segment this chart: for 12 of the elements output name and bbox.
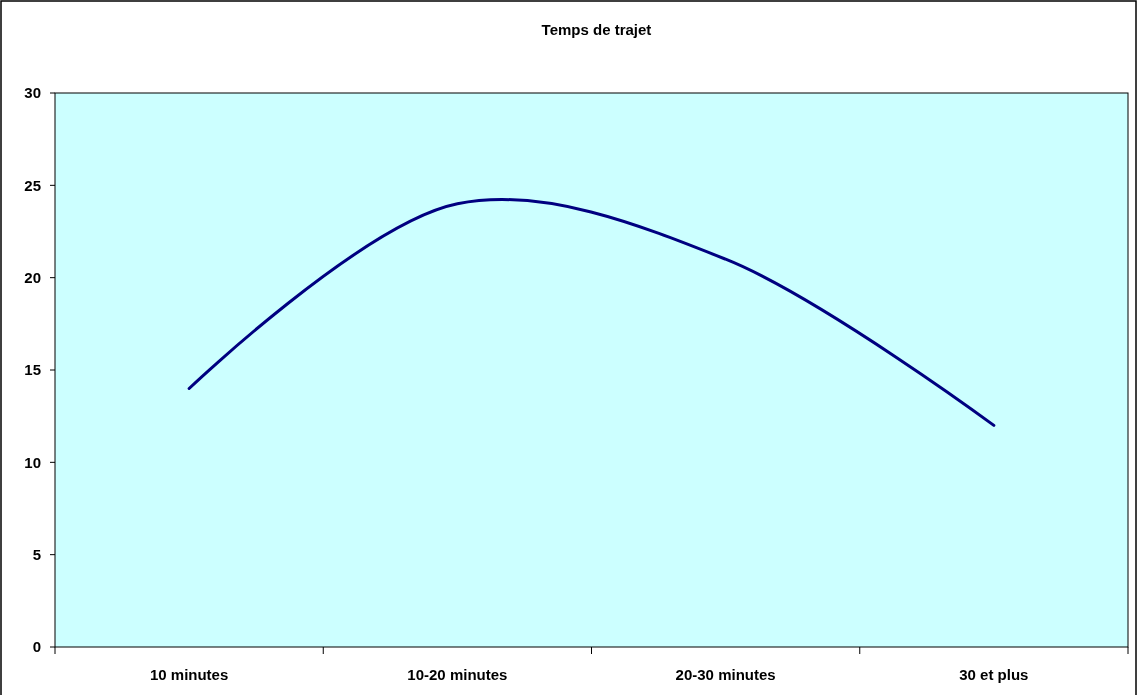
x-tick-label: 10-20 minutes xyxy=(407,666,508,683)
y-tick-label: 0 xyxy=(32,638,41,656)
y-tick-label: 10 xyxy=(24,453,41,471)
y-tick-label: 30 xyxy=(24,84,41,102)
y-tick-label: 15 xyxy=(24,361,41,379)
y-tick-label: 5 xyxy=(32,545,41,563)
x-tick-label: 20-30 minutes xyxy=(675,666,776,683)
x-tick-label: 30 et plus xyxy=(959,666,1029,683)
chart-title: Temps de trajet xyxy=(541,21,652,38)
y-tick-label: 25 xyxy=(24,176,41,194)
x-tick-label: 10 minutes xyxy=(149,666,229,683)
y-tick-label: 20 xyxy=(24,268,41,286)
